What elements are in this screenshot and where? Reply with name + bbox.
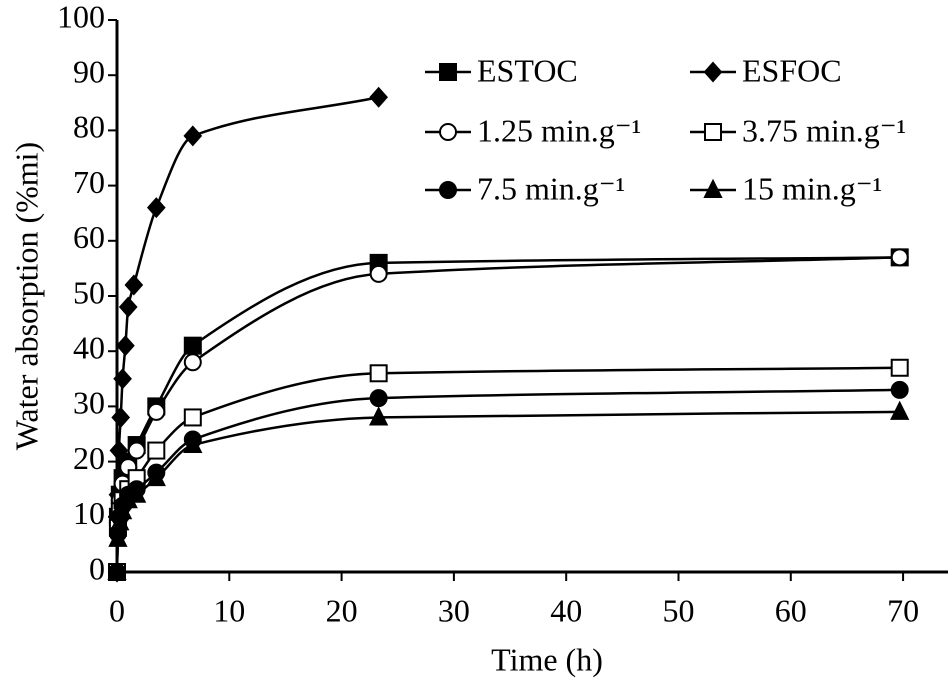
x-tick-label: 0 xyxy=(109,592,125,628)
series-line xyxy=(115,96,379,573)
data-point xyxy=(890,380,909,399)
data-point xyxy=(890,400,910,420)
y-tick-label: 100 xyxy=(57,0,105,34)
data-point xyxy=(890,358,909,377)
data-point xyxy=(369,389,388,408)
data-point xyxy=(147,402,166,421)
data-point xyxy=(890,248,909,267)
data-point xyxy=(183,353,202,372)
data-point xyxy=(369,264,388,283)
x-tick-label: 40 xyxy=(550,592,582,628)
data-point xyxy=(147,441,166,460)
y-tick-label: 30 xyxy=(73,385,105,421)
series-line xyxy=(115,256,900,573)
series-line xyxy=(115,256,900,573)
data-point xyxy=(183,125,203,147)
data-point xyxy=(146,197,166,219)
y-axis-label: Water absorption (%mi) xyxy=(8,142,44,450)
y-tick-label: 90 xyxy=(73,54,105,90)
series-line xyxy=(115,410,900,573)
x-tick-label: 20 xyxy=(326,592,358,628)
y-tick-label: 20 xyxy=(73,440,105,476)
data-point xyxy=(127,483,147,503)
data-point xyxy=(118,296,138,318)
legend-label: ESTOC xyxy=(477,52,578,88)
y-tick-label: 80 xyxy=(73,109,105,145)
data-point xyxy=(113,368,132,390)
data-point xyxy=(109,440,129,462)
data-point xyxy=(183,336,202,355)
legend-marker xyxy=(703,61,723,83)
legend-label: 3.75 min.g⁻¹ xyxy=(742,112,906,148)
data-point xyxy=(107,560,127,580)
x-axis-label: Time (h) xyxy=(491,641,603,677)
data-point xyxy=(183,433,203,454)
legend-marker xyxy=(704,123,722,141)
series-line xyxy=(115,366,900,573)
data-point xyxy=(369,406,389,426)
data-point xyxy=(112,500,133,520)
x-tick-label: 30 xyxy=(438,592,470,628)
y-tick-label: 60 xyxy=(73,219,105,255)
legend-marker xyxy=(439,181,457,199)
data-point xyxy=(124,274,144,296)
data-point xyxy=(116,335,135,357)
x-tick-label: 10 xyxy=(213,592,245,628)
x-tick-label: 60 xyxy=(775,592,807,628)
data-point xyxy=(110,511,130,531)
y-tick-label: 40 xyxy=(73,330,105,366)
legend-marker xyxy=(439,123,457,141)
x-tick-label: 50 xyxy=(662,592,694,628)
data-point xyxy=(108,527,128,547)
data-point xyxy=(183,408,202,427)
x-tick-label: 70 xyxy=(887,592,919,628)
legend-label: 7.5 min.g⁻¹ xyxy=(477,170,625,206)
data-point xyxy=(127,441,146,460)
data-point xyxy=(146,466,166,487)
legend-label: ESFOC xyxy=(742,52,842,88)
y-tick-label: 70 xyxy=(73,164,105,200)
data-point xyxy=(369,364,388,383)
y-tick-label: 10 xyxy=(73,495,105,531)
data-point xyxy=(111,406,131,428)
legend-label: 15 min.g⁻¹ xyxy=(742,170,882,206)
legend-marker xyxy=(703,178,723,198)
data-point xyxy=(369,86,388,108)
legend-label: 1.25 min.g⁻¹ xyxy=(477,112,641,148)
legend-marker xyxy=(439,63,457,81)
y-tick-label: 0 xyxy=(89,550,105,586)
y-tick-label: 50 xyxy=(73,274,105,310)
